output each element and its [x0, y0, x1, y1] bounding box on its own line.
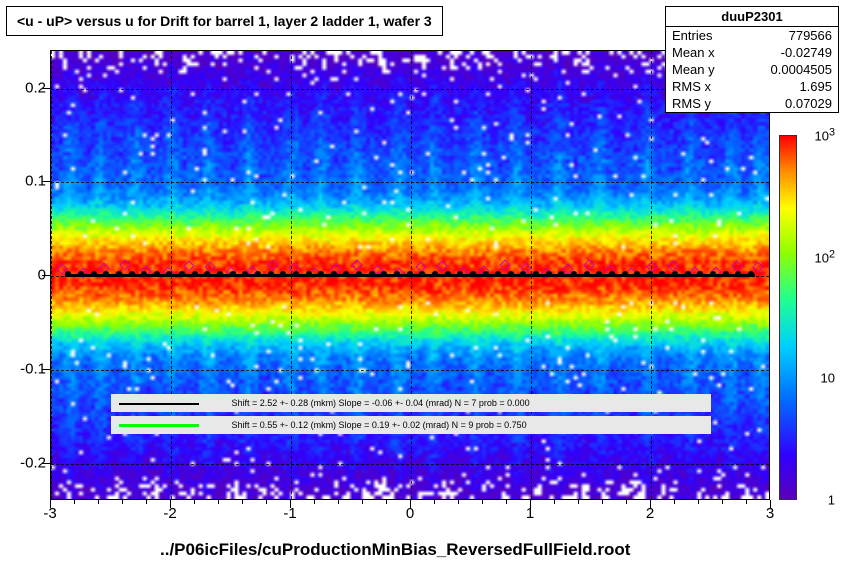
y-tick: -0.2 — [6, 454, 46, 471]
fit-legend-2: Shift = 0.55 +- 0.12 (mkm) Slope = 0.19 … — [111, 416, 711, 434]
stats-row: Mean y0.0004505 — [666, 61, 838, 78]
colorbar-tick: 103 — [815, 126, 836, 143]
plot-area: Shift = 2.52 +- 0.28 (mkm) Slope = -0.06… — [50, 50, 770, 500]
stats-row: RMS x1.695 — [666, 78, 838, 95]
colorbar-tick: 102 — [815, 248, 836, 265]
fit-legend-1: Shift = 2.52 +- 0.28 (mkm) Slope = -0.06… — [111, 394, 711, 412]
y-tick: 0 — [6, 267, 46, 284]
stats-name: duuP2301 — [666, 7, 838, 27]
stats-row: Mean x-0.02749 — [666, 44, 838, 61]
stats-box: duuP2301 Entries779566Mean x-0.02749Mean… — [665, 6, 839, 113]
stats-row: Entries779566 — [666, 27, 838, 44]
stats-row: RMS y0.07029 — [666, 95, 838, 112]
fit-text-1: Shift = 2.52 +- 0.28 (mkm) Slope = -0.06… — [232, 398, 530, 408]
profile-markers-filled — [65, 271, 754, 279]
plot-title: <u - uP> versus u for Drift for barrel 1… — [6, 6, 443, 36]
fit-text-2: Shift = 0.55 +- 0.12 (mkm) Slope = 0.19 … — [232, 420, 527, 430]
y-tick: 0.1 — [6, 173, 46, 190]
colorbar-tick: 10 — [821, 371, 835, 386]
y-tick: 0.2 — [6, 79, 46, 96]
colorbar-tick: 1 — [828, 493, 835, 508]
y-tick: -0.1 — [6, 360, 46, 377]
footer-path: ../P06icFiles/cuProductionMinBias_Revers… — [160, 540, 630, 560]
colorbar — [779, 135, 797, 500]
